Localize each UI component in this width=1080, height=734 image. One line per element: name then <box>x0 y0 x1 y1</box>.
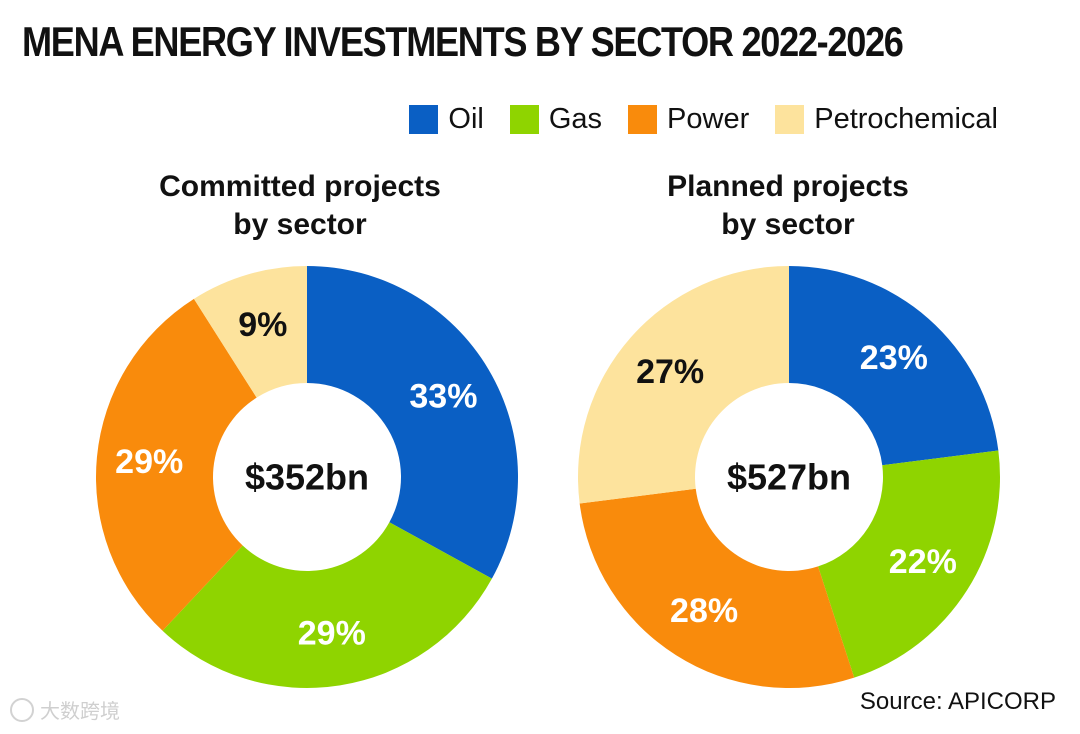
legend-label-oil: Oil <box>448 103 484 135</box>
slice-label-gas: 22% <box>889 543 957 581</box>
legend-swatch-oil <box>409 105 439 134</box>
committed-title-line-1: Committed projects <box>159 170 441 203</box>
watermark: 大数跨境 <box>10 695 120 724</box>
slice-label-power: 29% <box>115 443 183 481</box>
legend-item-oil: Oil <box>409 103 484 136</box>
slice-oil <box>307 266 519 579</box>
committed-chart-title: Committed projects by sector <box>80 168 520 244</box>
center-total-label: $527bn <box>727 457 851 498</box>
slice-label-petrochemical: 9% <box>238 306 287 344</box>
committed-title-line-2: by sector <box>233 208 367 241</box>
legend-label-gas: Gas <box>548 103 603 135</box>
planned-chart-title: Planned projects by sector <box>568 168 1008 244</box>
slice-label-petrochemical: 27% <box>636 353 704 391</box>
watermark-logo-icon <box>10 697 34 722</box>
slice-gas <box>818 450 1000 678</box>
slice-oil <box>789 266 999 466</box>
slice-label-oil: 23% <box>860 339 928 377</box>
committed-donut: 33% 29% 29% 9% $352bn <box>95 266 519 689</box>
slice-gas <box>162 522 492 689</box>
slice-petrochemical <box>578 266 789 504</box>
legend-label-power: Power <box>667 103 750 135</box>
planned-title-line-1: Planned projects <box>667 170 909 203</box>
source-note: Source: APICORP <box>859 688 1056 715</box>
legend-label-petrochemical: Petrochemical <box>814 103 998 135</box>
legend-swatch-power <box>628 105 658 134</box>
slice-label-oil: 33% <box>409 377 477 415</box>
slice-label-gas: 29% <box>298 615 366 653</box>
legend: Oil Gas Power Petrochemical <box>409 103 998 136</box>
slice-label-power: 28% <box>670 592 738 630</box>
legend-swatch-gas <box>509 105 539 134</box>
slice-petrochemical <box>193 266 307 398</box>
slice-power <box>579 488 855 688</box>
chart-title: MENA ENERGY INVESTMENTS BY SECTOR 2022-2… <box>22 18 904 65</box>
legend-item-gas: Gas <box>509 103 603 136</box>
legend-item-power: Power <box>628 103 749 136</box>
legend-item-petrochemical: Petrochemical <box>775 103 998 136</box>
center-total-label: $352bn <box>245 457 369 498</box>
legend-swatch-petrochemical <box>775 105 805 134</box>
slice-power <box>95 298 257 631</box>
planned-title-line-2: by sector <box>721 208 855 241</box>
planned-donut: 23% 22% 28% 27% $527bn <box>578 266 1000 688</box>
watermark-text: 大数跨境 <box>40 699 120 723</box>
